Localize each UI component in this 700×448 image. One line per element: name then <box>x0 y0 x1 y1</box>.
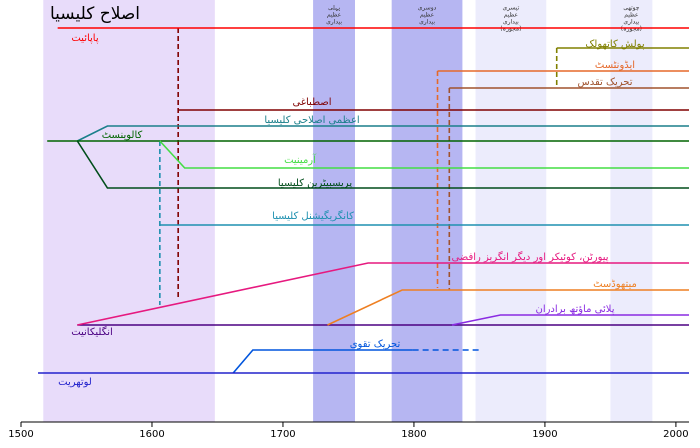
x-tick-label: 1600 <box>139 429 164 440</box>
series-label: پولش کاتھولک <box>585 39 645 50</box>
series-label: کالوینسٹ <box>102 130 143 141</box>
band-label: بیداری <box>503 19 519 26</box>
chart-title: اصلاح کلیسیا <box>50 4 140 24</box>
denomination-line <box>77 262 689 326</box>
series-label: لوتھریت <box>58 377 92 388</box>
period-band <box>391 0 463 422</box>
series-label: پریسبیٹرین کلیسیا <box>278 178 352 189</box>
series-label: پاپائیت <box>71 33 98 44</box>
period-band <box>313 0 355 422</box>
band-label: (مجوزہ) <box>500 26 521 33</box>
x-tick-label: 1700 <box>270 429 295 440</box>
denomination-line <box>451 314 689 326</box>
band-label: بیداری <box>623 19 639 26</box>
band-label: عظیم <box>327 12 341 19</box>
band-label: (مجوزہ) <box>621 26 642 33</box>
period-band <box>475 0 547 422</box>
period-band <box>43 0 215 422</box>
band-label: پہلی <box>328 5 341 12</box>
series-label: پیورٹن، کوئیکر اور دیگر انگریز رافضی <box>451 251 608 263</box>
series-label: تحریک تقدس <box>578 77 633 88</box>
series-label: انگلیکانیت <box>71 326 113 338</box>
band-label: بیداری <box>419 19 435 26</box>
band-label: عظیم <box>420 12 434 19</box>
series-label: تحریک تقوی <box>350 339 401 350</box>
band-label: دوسری <box>418 5 437 12</box>
series-label: اعظمی اصلاحی کلیسیا <box>264 115 359 126</box>
denomination-line <box>327 289 689 326</box>
series-label: میتھوڈسٹ <box>593 279 637 290</box>
band-label: عظیم <box>504 12 518 19</box>
series-label: آرمینیت <box>284 153 317 166</box>
x-tick-label: 2000 <box>663 429 688 440</box>
denomination-line <box>232 349 413 374</box>
band-label: چوتھی <box>623 5 640 12</box>
series-label: پلائی ماؤتھ برادران <box>535 304 614 315</box>
x-tick-label: 1800 <box>401 429 426 440</box>
denomination-line <box>159 140 689 169</box>
series-label: ایڈونٹسٹ <box>595 60 635 71</box>
band-label: بیداری <box>326 19 342 26</box>
series-label: کانگریگیشنل کلیسیا <box>272 210 354 222</box>
x-tick-label: 1500 <box>8 429 33 440</box>
denomination-line <box>76 125 689 142</box>
band-label: عظیم <box>624 12 638 19</box>
x-tick-label: 1900 <box>532 429 557 440</box>
band-label: تیسری <box>502 5 519 12</box>
series-label: اصطباغی <box>292 97 331 108</box>
denomination-line <box>76 140 689 189</box>
